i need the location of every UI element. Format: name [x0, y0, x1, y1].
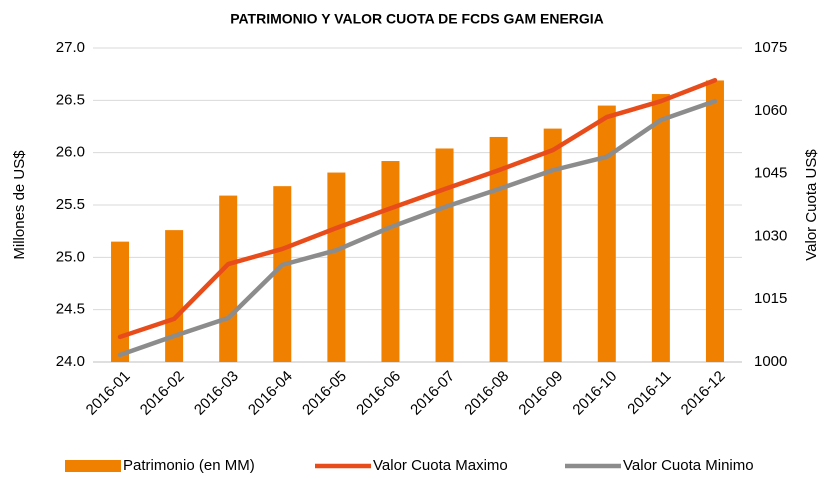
- bar: [273, 186, 292, 362]
- y-axis-label: Millones de US$: [11, 150, 28, 260]
- y-tick-label: 24.0: [56, 353, 85, 370]
- line: [117, 98, 718, 358]
- x-tick-label: 2016-08: [461, 368, 512, 419]
- x-tick-label: 2016-12: [678, 368, 729, 419]
- bar: [165, 230, 184, 362]
- x-tick-label: 2016-06: [353, 368, 404, 419]
- y-tick-label: 26.0: [56, 144, 85, 161]
- bar: [543, 128, 562, 362]
- x-tick-label: 2016-05: [299, 368, 350, 419]
- x-tick-label: 2016-09: [515, 368, 566, 419]
- y-tick-label: 25.0: [56, 248, 85, 265]
- line: [117, 77, 718, 340]
- bar: [327, 172, 346, 362]
- x-tick-label: 2016-04: [245, 368, 296, 419]
- legend-label: Valor Cuota Minimo: [623, 457, 754, 474]
- bar: [111, 241, 130, 362]
- bar: [381, 161, 400, 362]
- y2-tick-label: 1075: [754, 39, 787, 56]
- legend-label: Valor Cuota Maximo: [373, 457, 508, 474]
- bar: [597, 105, 616, 363]
- bar: [651, 94, 670, 362]
- y2-tick-label: 1030: [754, 227, 787, 244]
- y2-tick-label: 1000: [754, 353, 787, 370]
- x-tick-label: 2016-01: [83, 368, 134, 419]
- bar: [435, 148, 454, 362]
- y-tick-label: 24.5: [56, 301, 85, 318]
- x-tick-label: 2016-07: [407, 368, 458, 419]
- x-tick-label: 2016-10: [569, 368, 620, 419]
- x-tick-label: 2016-02: [137, 368, 188, 419]
- y2-tick-label: 1045: [754, 165, 787, 182]
- x-tick-label: 2016-11: [624, 368, 674, 418]
- legend-label: Patrimonio (en MM): [123, 457, 255, 474]
- bar: [219, 195, 238, 362]
- y2-tick-label: 1015: [754, 290, 787, 307]
- legend-swatch: [65, 460, 121, 472]
- chart-title: PATRIMONIO Y VALOR CUOTA DE FCDS GAM ENE…: [230, 11, 604, 27]
- x-tick-label: 2016-03: [191, 368, 242, 419]
- y2-tick-label: 1060: [754, 102, 787, 119]
- y-tick-label: 25.5: [56, 196, 85, 213]
- bar: [705, 80, 724, 363]
- y-tick-label: 27.0: [56, 39, 85, 56]
- y-tick-label: 26.5: [56, 91, 85, 108]
- y2-axis-label: Valor Cuota US$: [803, 149, 820, 261]
- bar: [489, 136, 508, 362]
